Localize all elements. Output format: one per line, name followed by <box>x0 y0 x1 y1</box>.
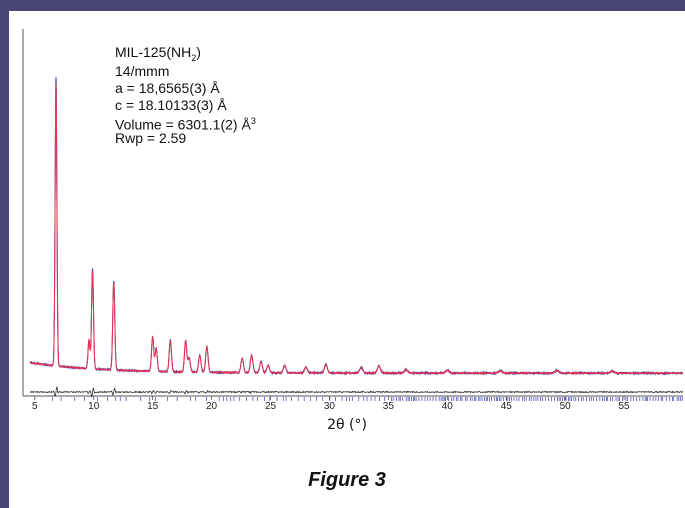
x-tick-label: 50 <box>560 401 572 411</box>
x-tick-label: 20 <box>206 401 218 411</box>
plot-axes <box>22 29 683 397</box>
formula-label: MIL-125(NH2) <box>115 44 201 63</box>
difference-line <box>29 386 684 399</box>
pattern-curves <box>29 77 684 399</box>
reflection-ticks <box>52 397 683 401</box>
x-tick-label: 10 <box>88 401 100 411</box>
volume-label: Volume = 6301.1(2) Å3 <box>115 116 256 133</box>
x-tick-label: 5 <box>32 401 38 411</box>
x-tick-label: 30 <box>324 401 336 411</box>
c-parameter-label: c = 18.10133(3) Å <box>115 97 227 113</box>
calculated-pattern-line <box>29 83 684 376</box>
space-group-label: 14/mmm <box>115 63 170 79</box>
xrd-plot: 5 10 15 20 25 30 35 40 45 50 55 <box>22 29 684 411</box>
x-tick-label: 15 <box>147 401 159 411</box>
x-axis-label: 2θ (°) <box>327 417 367 433</box>
x-tick-label: 55 <box>619 401 631 411</box>
figure-panel: 5 10 15 20 25 30 35 40 45 50 55 MIL-125(NH2) 14/mm… <box>9 11 685 508</box>
a-parameter-label: a = 18,6565(3) Å <box>115 80 220 96</box>
x-tick-label: 35 <box>383 401 395 411</box>
x-axis-ticks: 5 10 15 20 25 30 35 40 45 50 55 <box>32 396 630 411</box>
x-tick-label: 25 <box>265 401 277 411</box>
x-tick-label: 40 <box>442 401 454 411</box>
figure-caption: Figure 3 <box>308 469 386 491</box>
rwp-label: Rwp = 2.59 <box>115 130 187 146</box>
x-tick-label: 45 <box>501 401 513 411</box>
